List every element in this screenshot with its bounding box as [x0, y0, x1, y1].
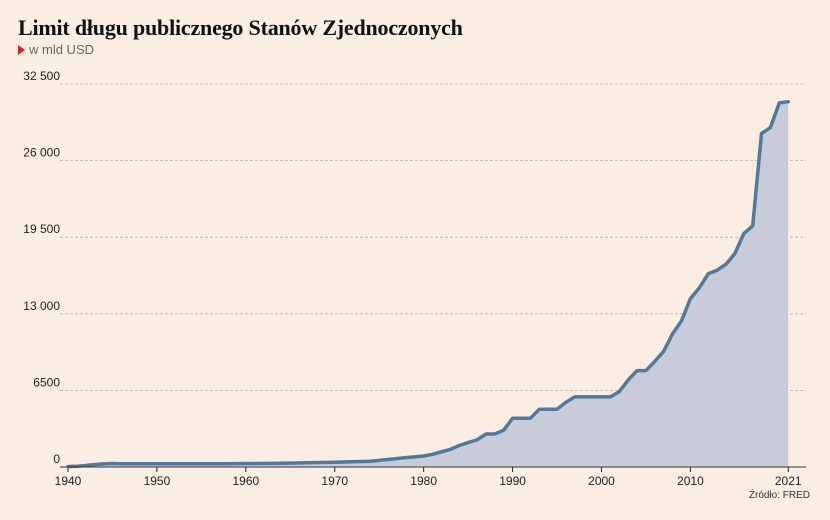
triangle-marker-icon [18, 45, 25, 55]
y-tick-label: 13 000 [23, 299, 60, 313]
x-tick-label: 1970 [321, 474, 348, 488]
y-tick-label: 26 000 [23, 146, 60, 160]
x-tick-label: 2021 [775, 474, 802, 488]
debt-limit-line [66, 99, 790, 469]
y-tick-label: 0 [53, 452, 60, 466]
x-tick-label: 1990 [499, 474, 526, 488]
x-tick-label: 2000 [588, 474, 615, 488]
x-tick-label: 1940 [55, 474, 82, 488]
x-tick-label: 2010 [677, 474, 704, 488]
x-axis-ticks: 1940 1950 1960 1970 1980 1990 2000 2010 2021 [55, 467, 802, 488]
x-tick-label: 1950 [144, 474, 171, 488]
y-axis-ticks: 0 6500 13 000 19 500 26 000 32 500 [23, 69, 60, 466]
y-tick-label: 32 500 [23, 69, 60, 83]
x-tick-label: 1980 [410, 474, 437, 488]
debt-limit-area [68, 101, 789, 467]
chart-title: Limit długu publicznego Stanów Zjednoczo… [18, 15, 463, 40]
unit-label: w mld USD [29, 42, 95, 57]
chart-subtitle: w mld USD [18, 42, 94, 57]
source-note: Źródło: FRED [748, 490, 810, 501]
x-tick-label: 1960 [232, 474, 259, 488]
y-tick-label: 19 500 [23, 222, 60, 236]
y-tick-label: 6500 [33, 375, 60, 389]
